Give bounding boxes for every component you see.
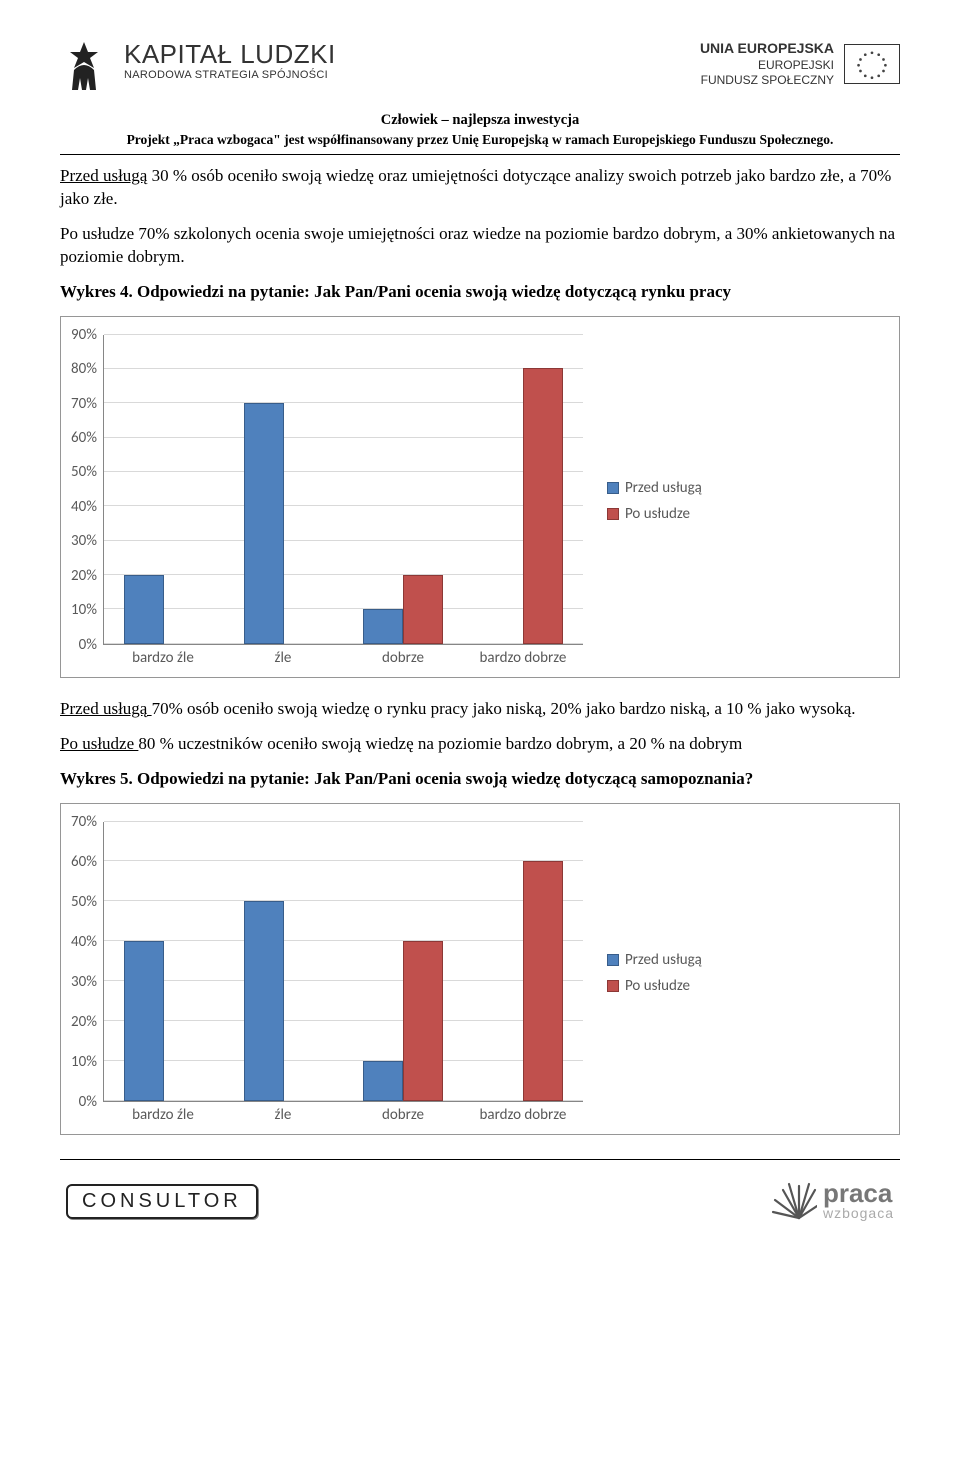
bar xyxy=(403,575,443,644)
y-axis-labels: 90%80%70%60%50%40%30%20%10%0% xyxy=(71,335,103,645)
star-person-icon xyxy=(60,40,114,94)
praca-subtitle: wzbogaca xyxy=(823,1205,894,1221)
legend-swatch xyxy=(607,482,619,494)
x-tick-label: bardzo źle xyxy=(103,1106,223,1124)
bar xyxy=(403,941,443,1101)
kapital-subtitle: NARODOWA STRATEGIA SPÓJNOŚCI xyxy=(124,69,336,81)
bar xyxy=(363,1061,403,1101)
footer: CONSULTOR praca wzbogaca xyxy=(60,1178,900,1226)
bar-group xyxy=(343,822,463,1101)
eu-title: UNIA EUROPEJSKA xyxy=(700,40,834,58)
bar xyxy=(523,861,563,1101)
plot-area xyxy=(103,822,583,1102)
bar-group xyxy=(343,335,463,644)
paragraph-3: Przed usługą 70% osób oceniło swoją wied… xyxy=(60,698,900,721)
chart-5: 70%60%50%40%30%20%10%0%bardzo źleźledobr… xyxy=(60,803,900,1135)
header-subcaption: Projekt „Praca wzbogaca" jest współfinan… xyxy=(60,132,900,148)
y-axis-labels: 70%60%50%40%30%20%10%0% xyxy=(71,822,103,1102)
legend-swatch xyxy=(607,508,619,520)
logo-kapital-ludzki: KAPITAŁ LUDZKI NARODOWA STRATEGIA SPÓJNO… xyxy=(60,40,336,94)
x-tick-label: bardzo dobrze xyxy=(463,649,583,667)
bar-group xyxy=(463,335,583,644)
footer-divider xyxy=(60,1159,900,1160)
praca-logo: praca wzbogaca xyxy=(769,1178,894,1226)
praca-title: praca xyxy=(823,1182,894,1205)
legend-swatch xyxy=(607,980,619,992)
bar-group xyxy=(224,335,344,644)
bar xyxy=(124,941,164,1101)
text-underline: Po usłudze xyxy=(60,734,138,753)
consultor-logo: CONSULTOR xyxy=(66,1184,258,1219)
paragraph-1: Przed usługą 30 % osób oceniło swoją wie… xyxy=(60,165,900,211)
text: 70% osób oceniło swoją wiedzę o rynku pr… xyxy=(152,699,856,718)
burst-icon xyxy=(769,1178,817,1226)
legend-label: Przed usługą xyxy=(625,951,702,969)
legend: Przed usługą Po usłudze xyxy=(583,335,702,667)
x-tick-label: bardzo źle xyxy=(103,649,223,667)
chart4-title: Wykres 4. Odpowiedzi na pytanie: Jak Pan… xyxy=(60,281,900,304)
x-tick-label: dobrze xyxy=(343,1106,463,1124)
legend-item: Przed usługą xyxy=(607,479,702,497)
logo-eu: UNIA EUROPEJSKA EUROPEJSKI FUNDUSZ SPOŁE… xyxy=(700,40,900,88)
legend-item: Po usłudze xyxy=(607,505,702,523)
chart5-title: Wykres 5. Odpowiedzi na pytanie: Jak Pan… xyxy=(60,768,900,791)
legend-label: Po usłudze xyxy=(625,977,690,995)
bar-group xyxy=(224,822,344,1101)
legend-item: Przed usługą xyxy=(607,951,702,969)
legend-swatch xyxy=(607,954,619,966)
legend-label: Przed usługą xyxy=(625,479,702,497)
bar xyxy=(523,368,563,644)
legend-item: Po usłudze xyxy=(607,977,702,995)
divider xyxy=(60,154,900,155)
eu-line2: EUROPEJSKI xyxy=(700,58,834,73)
x-tick-label: dobrze xyxy=(343,649,463,667)
text-underline: Przed usługą xyxy=(60,166,147,185)
x-tick-label: źle xyxy=(223,1106,343,1124)
paragraph-4: Po usłudze 80 % uczestników oceniło swoj… xyxy=(60,733,900,756)
bar-group xyxy=(104,822,224,1101)
x-tick-label: źle xyxy=(223,649,343,667)
legend: Przed usługą Po usłudze xyxy=(583,822,702,1124)
eu-line3: FUNDUSZ SPOŁECZNY xyxy=(700,73,834,88)
bar xyxy=(124,575,164,644)
chart-4: 90%80%70%60%50%40%30%20%10%0%bardzo źleź… xyxy=(60,316,900,678)
bar xyxy=(363,609,403,643)
header: KAPITAŁ LUDZKI NARODOWA STRATEGIA SPÓJNO… xyxy=(60,40,900,94)
paragraph-2: Po usłudze 70% szkolonych ocenia swoje u… xyxy=(60,223,900,269)
plot-area xyxy=(103,335,583,645)
kapital-title: KAPITAŁ LUDZKI xyxy=(124,40,336,69)
x-axis-labels: bardzo źleźledobrzebardzo dobrze xyxy=(103,1106,583,1124)
bar-group xyxy=(104,335,224,644)
bar-group xyxy=(463,822,583,1101)
text: 30 % osób oceniło swoją wiedzę oraz umie… xyxy=(60,166,891,208)
header-caption: Człowiek – najlepsza inwestycja xyxy=(60,112,900,129)
text-underline: Przed usługą xyxy=(60,699,152,718)
text: 80 % uczestników oceniło swoją wiedzę na… xyxy=(138,734,742,753)
legend-label: Po usłudze xyxy=(625,505,690,523)
eu-flag-icon xyxy=(844,44,900,84)
x-axis-labels: bardzo źleźledobrzebardzo dobrze xyxy=(103,649,583,667)
bar xyxy=(244,403,284,644)
bar xyxy=(244,901,284,1101)
x-tick-label: bardzo dobrze xyxy=(463,1106,583,1124)
